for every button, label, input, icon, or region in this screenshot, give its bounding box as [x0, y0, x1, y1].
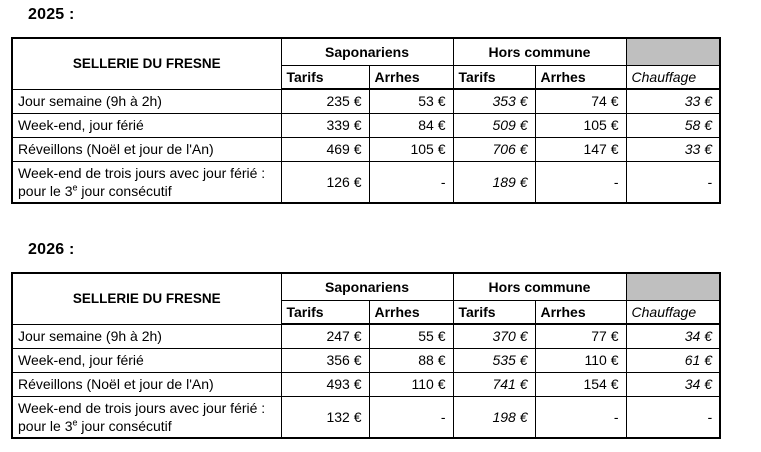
group-header-hors-commune: Hors commune	[452, 272, 627, 301]
group-header-saponariens: Saponariens	[280, 272, 454, 301]
chauffage-value: 34 €	[625, 323, 721, 349]
table-row: Week-end de trois jours avec jour férié …	[11, 160, 721, 204]
arrhes-value: -	[534, 395, 627, 439]
superscript-e: e	[72, 182, 78, 193]
arrhes-value: -	[368, 160, 454, 204]
table-row: Jour semaine (9h à 2h) 247 € 55 € 370 € …	[11, 323, 721, 349]
subheader-horscommune-arrhes: Arrhes	[534, 299, 627, 325]
subheader-saponariens-tarifs: Tarifs	[280, 64, 370, 90]
arrhes-value: 74 €	[534, 88, 627, 114]
chauffage-value: -	[625, 160, 721, 204]
arrhes-value: 84 €	[368, 112, 454, 138]
arrhes-value: 88 €	[368, 347, 454, 373]
arrhes-value: 55 €	[368, 323, 454, 349]
tarif-value: 339 €	[280, 112, 370, 138]
tarif-value: 126 €	[280, 160, 370, 204]
table-row: Réveillons (Noël et jour de l'An) 493 € …	[11, 371, 721, 397]
arrhes-value: -	[534, 160, 627, 204]
pricing-table-2026: SELLERIE DU FRESNE Saponariens Hors comm…	[11, 272, 722, 439]
table-row: Jour semaine (9h à 2h) 235 € 53 € 353 € …	[11, 88, 721, 114]
subheader-saponariens-arrhes: Arrhes	[368, 299, 454, 325]
subheader-chauffage: Chauffage	[625, 64, 721, 90]
tarif-value: 235 €	[280, 88, 370, 114]
arrhes-value: 53 €	[368, 88, 454, 114]
group-header-hors-commune: Hors commune	[452, 37, 627, 66]
tarif-value: 706 €	[452, 136, 536, 162]
chauffage-value: 58 €	[625, 112, 721, 138]
row-label: Week-end de trois jours avec jour férié …	[11, 160, 282, 204]
year-heading-2026: 2026 :	[28, 241, 75, 258]
group-header-saponariens: Saponariens	[280, 37, 454, 66]
subheader-saponariens-arrhes: Arrhes	[368, 64, 454, 90]
table-row: Réveillons (Noël et jour de l'An) 469 € …	[11, 136, 721, 162]
chauffage-header-spacer	[625, 37, 721, 66]
subheader-chauffage: Chauffage	[625, 299, 721, 325]
chauffage-value: 33 €	[625, 136, 721, 162]
tarif-value: 493 €	[280, 371, 370, 397]
arrhes-value: 110 €	[534, 347, 627, 373]
chauffage-value: 33 €	[625, 88, 721, 114]
chauffage-value: 61 €	[625, 347, 721, 373]
tarif-value: 469 €	[280, 136, 370, 162]
row-label: Week-end, jour férié	[11, 112, 282, 138]
tarif-value: 198 €	[452, 395, 536, 439]
pricing-table-2025: SELLERIE DU FRESNE Saponariens Hors comm…	[11, 37, 722, 204]
arrhes-value: 147 €	[534, 136, 627, 162]
row-label: Week-end, jour férié	[11, 347, 282, 373]
row-label: Réveillons (Noël et jour de l'An)	[11, 371, 282, 397]
superscript-e: e	[72, 417, 78, 428]
tarif-value: 189 €	[452, 160, 536, 204]
tarif-value: 535 €	[452, 347, 536, 373]
row-label: Jour semaine (9h à 2h)	[11, 323, 282, 349]
tarif-value: 132 €	[280, 395, 370, 439]
subheader-saponariens-tarifs: Tarifs	[280, 299, 370, 325]
arrhes-value: -	[368, 395, 454, 439]
arrhes-value: 154 €	[534, 371, 627, 397]
tarif-value: 356 €	[280, 347, 370, 373]
arrhes-value: 105 €	[534, 112, 627, 138]
arrhes-value: 77 €	[534, 323, 627, 349]
table-row: Week-end de trois jours avec jour férié …	[11, 395, 721, 439]
row-label: Week-end de trois jours avec jour férié …	[11, 395, 282, 439]
tarif-value: 509 €	[452, 112, 536, 138]
tarif-value: 741 €	[452, 371, 536, 397]
table-title-cell: SELLERIE DU FRESNE	[11, 37, 282, 90]
chauffage-value: -	[625, 395, 721, 439]
table-title-cell: SELLERIE DU FRESNE	[11, 272, 282, 325]
subheader-horscommune-tarifs: Tarifs	[452, 64, 536, 90]
table-row: Week-end, jour férié 356 € 88 € 535 € 11…	[11, 347, 721, 373]
tarif-value: 370 €	[452, 323, 536, 349]
chauffage-header-spacer	[625, 272, 721, 301]
arrhes-value: 105 €	[368, 136, 454, 162]
table-row: Week-end, jour férié 339 € 84 € 509 € 10…	[11, 112, 721, 138]
row-label: Réveillons (Noël et jour de l'An)	[11, 136, 282, 162]
subheader-horscommune-arrhes: Arrhes	[534, 64, 627, 90]
subheader-horscommune-tarifs: Tarifs	[452, 299, 536, 325]
row-label: Jour semaine (9h à 2h)	[11, 88, 282, 114]
chauffage-value: 34 €	[625, 371, 721, 397]
tarif-value: 247 €	[280, 323, 370, 349]
year-heading-2025: 2025 :	[28, 6, 75, 23]
tarif-value: 353 €	[452, 88, 536, 114]
arrhes-value: 110 €	[368, 371, 454, 397]
